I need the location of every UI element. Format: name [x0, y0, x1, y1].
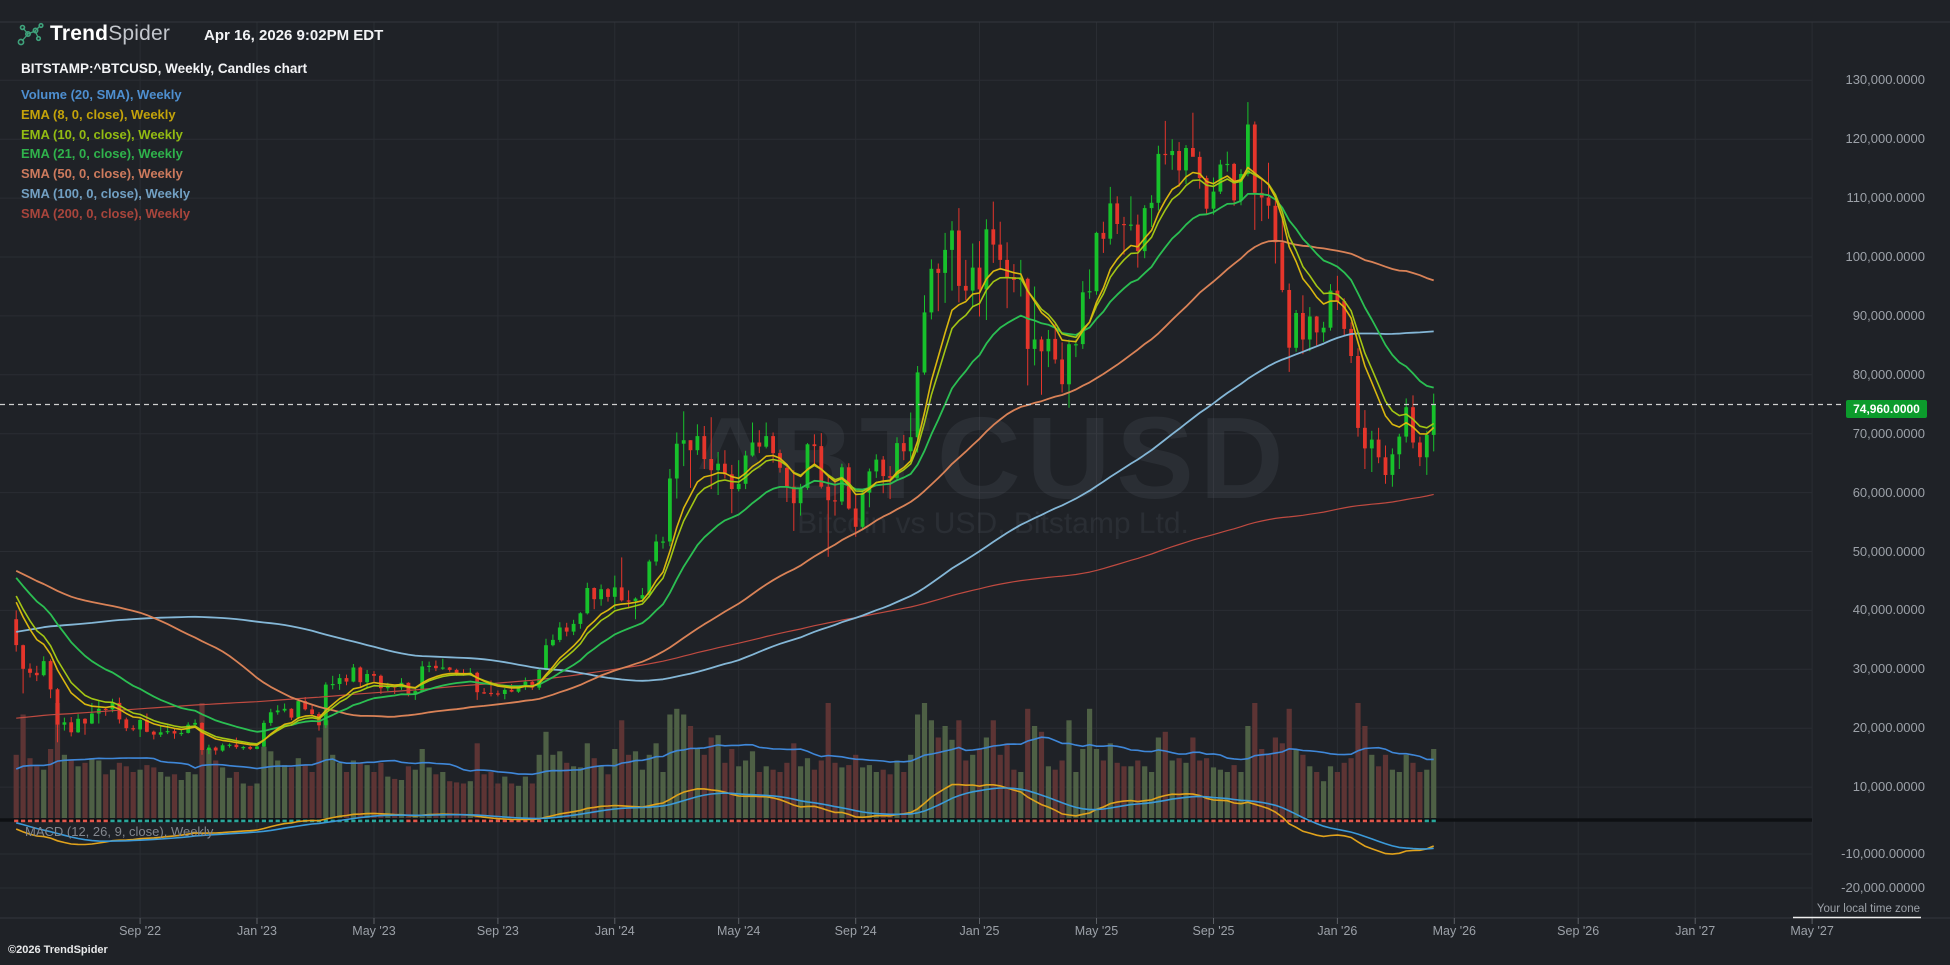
last-price-badge: 74,960.0000 — [1846, 400, 1927, 418]
macd-line — [15, 783, 1435, 855]
trendspider-logo-icon — [16, 22, 44, 48]
candlestick-series[interactable] — [14, 102, 1436, 755]
sma-50-line[interactable] — [15, 239, 1434, 718]
sma-100-line[interactable] — [16, 330, 1434, 682]
trendspider-brand: TrendSpider — [50, 22, 170, 46]
ema-10-line[interactable] — [15, 170, 1435, 745]
legend-item[interactable]: SMA (200, 0, close), Weekly — [21, 205, 191, 221]
indicator-legend: Volume (20, SMA), Weekly EMA (8, 0, close… — [21, 85, 190, 224]
chart-timestamp: Apr 16, 2026 9:02PM EDT — [204, 27, 384, 44]
legend-item[interactable]: EMA (10, 0, close), Weekly — [21, 126, 183, 142]
ema-21-line[interactable] — [15, 192, 1434, 733]
chart-title: BITSTAMP:^BTCUSD, Weekly, Candles chart — [21, 61, 308, 76]
legend-item[interactable]: EMA (8, 0, close), Weekly — [21, 106, 176, 122]
brand-bold: Trend — [50, 22, 109, 45]
legend-item[interactable]: Volume (20, SMA), Weekly — [21, 87, 182, 102]
volume-bars[interactable] — [13, 703, 1437, 819]
brand-light: Spider — [108, 22, 171, 45]
legend-item[interactable]: SMA (100, 0, close), Weekly — [21, 185, 191, 201]
legend-item[interactable]: SMA (50, 0, close), Weekly — [21, 166, 183, 182]
time-axis-ticks — [139, 918, 1813, 924]
volume-sma-line[interactable] — [15, 736, 1434, 776]
moving-average-lines[interactable] — [15, 166, 1435, 776]
macd-signal-line — [15, 787, 1434, 850]
timezone-note[interactable]: Your local time zone — [1816, 903, 1920, 915]
macd-indicator-label[interactable]: MACD (12, 26, 9, close), Weekly — [25, 824, 214, 839]
copyright-note: ©2026 TrendSpider — [8, 944, 108, 956]
macd-indicator[interactable] — [0, 783, 1812, 855]
ema-8-line[interactable] — [15, 166, 1435, 746]
sma-200-line[interactable] — [16, 493, 1434, 719]
legend-item[interactable]: EMA (21, 0, close), Weekly — [21, 146, 183, 162]
